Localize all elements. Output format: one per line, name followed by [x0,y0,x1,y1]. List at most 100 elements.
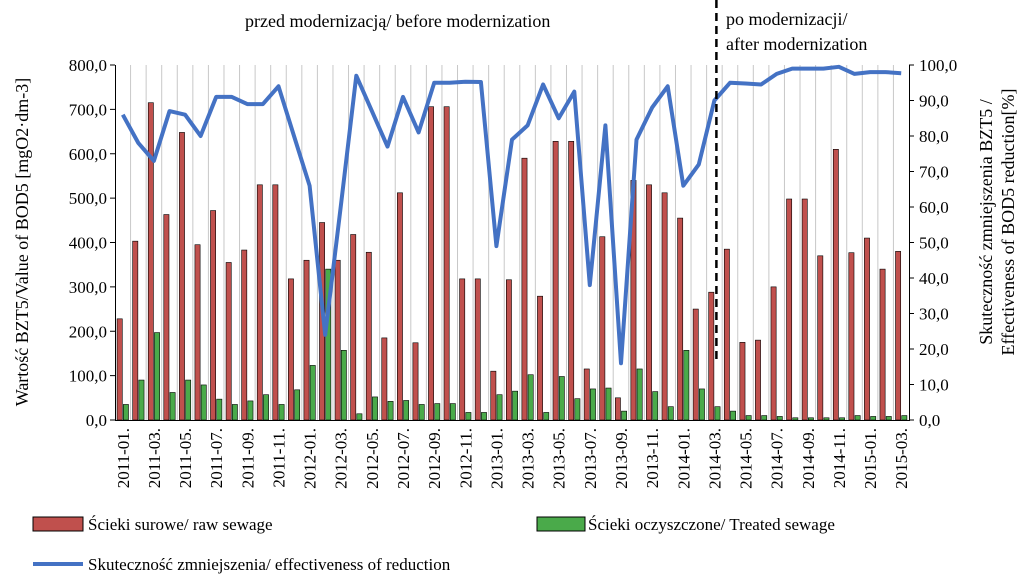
bar-treated-sewage [294,389,301,421]
x-tick-label: 2012-03. [332,428,351,489]
bar-raw-sewage [708,291,715,421]
bar-treated-sewage [449,403,456,421]
y-axis-right-label-line2: Effectiveness of BOD5 reduction[%] [998,88,1018,355]
y-left-tick-label: 300,0 [69,278,107,297]
y-right-tick-label: 10,0 [919,376,949,395]
x-tick-label: 2013-05. [550,428,569,489]
y-left-tick-label: 700,0 [69,100,107,119]
x-tick-label: 2012-05. [363,428,382,489]
x-tick-label: 2014-03. [705,428,724,489]
legend-label-line: Skuteczność zmniejszenia/ effectiveness … [88,555,451,574]
bar-treated-sewage [652,391,659,421]
x-tick-label: 2012-09. [425,428,444,489]
bar-raw-sewage [537,295,543,421]
bar-treated-sewage [558,376,565,421]
legend-swatch-treated [536,516,586,532]
bar-treated-sewage [200,384,207,421]
bar-treated-sewage [605,387,612,421]
bar-treated-sewage [372,396,378,421]
x-tick-label: 2014-11. [830,428,849,488]
y-right-tick-label: 60,0 [919,198,949,217]
y-left-tick-label: 600,0 [69,145,107,164]
bar-treated-sewage [761,415,768,421]
x-axis-ticks: 2011-01. 2011-03. 2011-05. 2011-07. 2011-09.… [114,428,911,489]
y-left-tick-label: 0,0 [86,411,107,430]
bar-raw-sewage [677,217,684,421]
bar-treated-sewage [776,416,783,421]
x-tick-label: 2011-03. [145,428,164,488]
bar-treated-sewage [543,412,550,421]
bar-raw-sewage [879,268,886,421]
bar-treated-sewage [745,415,752,421]
y-axis-left-label: Wartość BZT5/Value of BOD5 [mgO2·dm-3] [12,78,32,406]
bar-raw-sewage [490,370,497,421]
bar-raw-sewage [661,192,668,421]
bar-treated-sewage [309,365,316,421]
bar-raw-sewage [147,102,154,421]
bar-treated-sewage [870,416,877,421]
x-tick-label: 2012-11. [456,428,475,488]
bar-treated-sewage [169,392,176,421]
x-tick-label: 2013-07. [581,428,600,489]
bar-series [116,102,908,421]
bar-treated-sewage [621,410,627,421]
bar-raw-sewage [225,262,232,421]
bar-raw-sewage [474,278,481,421]
bar-treated-sewage [823,417,830,421]
bar-treated-sewage [667,406,674,421]
bar-raw-sewage [864,237,870,421]
bar-raw-sewage [443,106,450,421]
x-tick-label: 2012-07. [394,428,413,489]
x-tick-label: 2014-07. [768,428,787,489]
y-right-tick-label: 30,0 [919,305,949,324]
bar-treated-sewage [574,398,581,421]
bar-treated-sewage [683,350,690,421]
bar-treated-sewage [481,412,487,421]
bar-treated-sewage [465,412,472,421]
bar-treated-sewage [247,400,254,421]
y-left-tick-label: 100,0 [69,367,107,386]
bar-treated-sewage [216,398,223,421]
line-series [121,64,902,366]
bar-treated-sewage [808,417,814,421]
x-tick-label: 2013-01. [487,428,506,489]
bar-raw-sewage [288,278,294,421]
bar-treated-sewage [730,410,736,421]
legend: Ścieki surowe/ raw sewage Ścieki oczyszc… [32,515,835,574]
legend-label-raw: Ścieki surowe/ raw sewage [88,515,273,534]
bar-raw-sewage [568,141,575,421]
bar-treated-sewage [854,415,861,421]
bar-treated-sewage [185,379,192,421]
bar-raw-sewage [412,342,419,421]
bar-treated-sewage [714,406,721,421]
bar-raw-sewage [801,198,808,421]
bar-treated-sewage [138,379,145,421]
x-tick-label: 2014-01. [674,428,693,489]
annotation-before: przed modernizacją/ before modernization [245,11,550,31]
y-axis-left-ticks: 0,0 100,0 200,0 300,0 400,0 500,0 600,0 700,0 80… [69,56,115,430]
bar-raw-sewage [817,255,824,421]
bar-raw-sewage [832,149,839,421]
x-tick-label: 2011-01. [114,428,133,488]
x-tick-label: 2011-07. [207,428,226,488]
bar-raw-sewage [599,236,606,421]
x-tick-label: 2015-03. [892,428,911,489]
bar-treated-sewage [434,403,441,421]
bar-treated-sewage [263,394,269,421]
bar-raw-sewage [739,342,746,421]
bar-treated-sewage [340,350,347,421]
x-tick-label: 2013-03. [519,428,538,489]
bar-treated-sewage [496,394,503,421]
y-left-tick-label: 400,0 [69,234,107,253]
x-tick-label: 2014-09. [799,428,818,489]
bar-treated-sewage [699,388,705,421]
bar-raw-sewage [272,184,279,421]
bar-raw-sewage [723,248,730,421]
x-tick-label: 2013-11. [643,428,662,488]
bar-raw-sewage [194,244,201,421]
bar-treated-sewage [839,417,845,421]
bar-raw-sewage [334,259,341,421]
bar-treated-sewage [356,413,363,421]
x-tick-label: 2011-09. [238,428,257,488]
